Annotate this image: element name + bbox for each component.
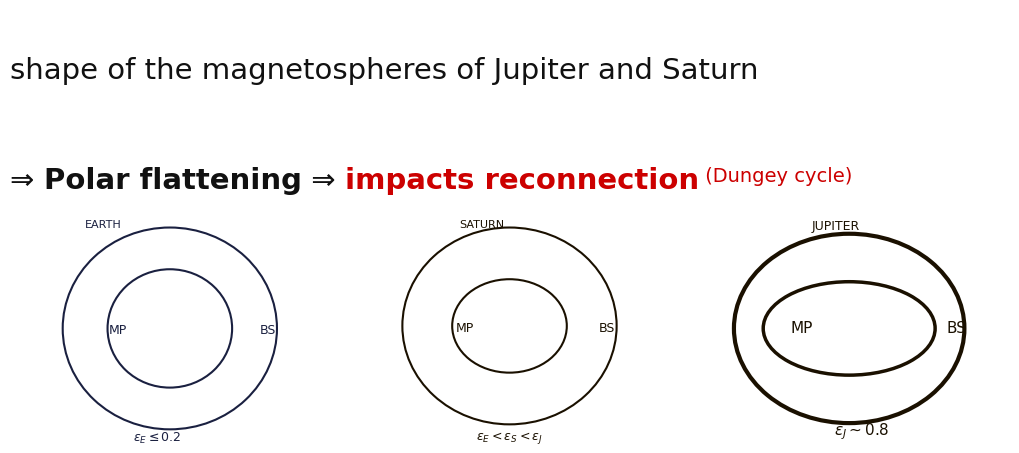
Text: MP: MP <box>455 322 474 335</box>
Text: impacts reconnection: impacts reconnection <box>344 167 699 195</box>
Text: MP: MP <box>791 321 813 336</box>
Text: ⇒: ⇒ <box>302 167 344 195</box>
Text: $\epsilon_E \leq 0.2$: $\epsilon_E \leq 0.2$ <box>133 430 181 446</box>
Text: ⇒: ⇒ <box>10 167 44 195</box>
Text: EARTH: EARTH <box>86 220 122 230</box>
Text: $\epsilon_J \sim 0.8$: $\epsilon_J \sim 0.8$ <box>834 422 890 442</box>
Text: Polar flattening: Polar flattening <box>44 167 302 195</box>
Text: MP: MP <box>108 324 126 337</box>
Text: shape of the magnetospheres of Jupiter and Saturn: shape of the magnetospheres of Jupiter a… <box>10 57 759 85</box>
Text: SATURN: SATURN <box>460 220 504 230</box>
Text: BS: BS <box>260 324 276 337</box>
Text: JUPITER: JUPITER <box>812 220 860 233</box>
Text: $\epsilon_E < \epsilon_S < \epsilon_J$: $\epsilon_E < \epsilon_S < \epsilon_J$ <box>476 430 543 446</box>
Text: BS: BS <box>599 322 615 335</box>
Text: BS: BS <box>947 321 966 336</box>
Text: (Dungey cycle): (Dungey cycle) <box>699 167 852 186</box>
